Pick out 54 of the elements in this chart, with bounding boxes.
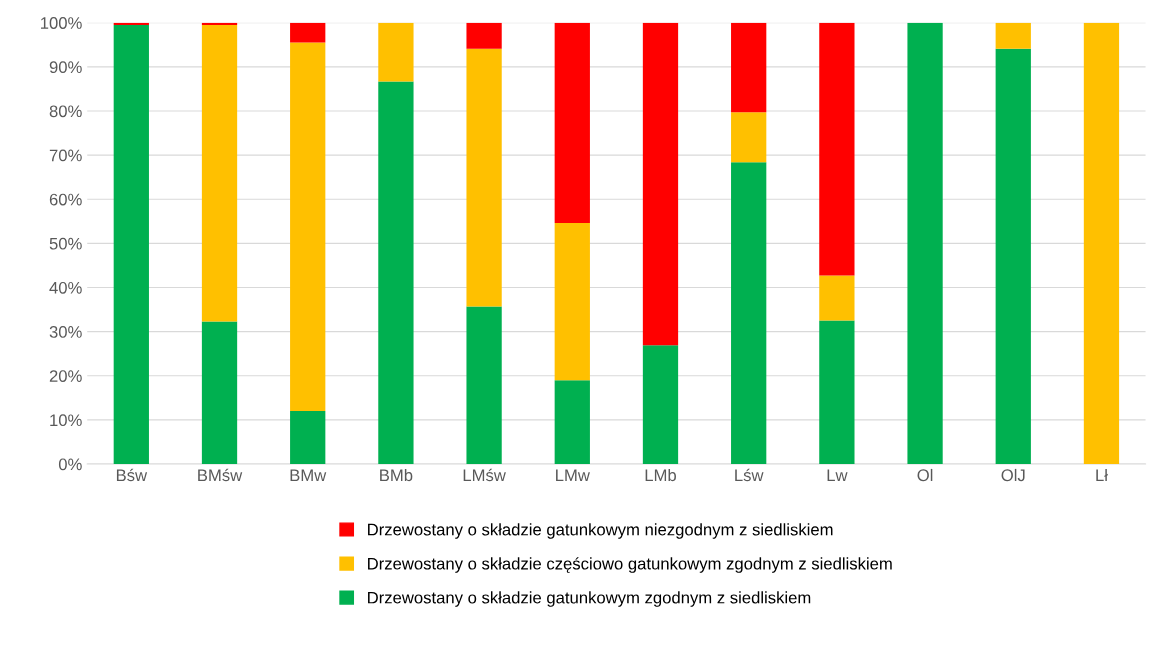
x-tick-label: BMw [290, 469, 327, 481]
y-tick-label: 20% [49, 370, 82, 382]
y-tick-label: 10% [50, 414, 82, 427]
bar [201, 22, 238, 25]
y-tick-label: 70% [49, 149, 82, 162]
x-tick-label: LMśw [463, 468, 506, 482]
bar [995, 22, 1031, 49]
bar [290, 42, 326, 412]
bar [113, 24, 149, 465]
y-tick-label: 80% [49, 105, 82, 118]
bar [554, 380, 590, 465]
bar [290, 411, 326, 465]
x-tick-label: Lł [1096, 468, 1108, 481]
x-tick-label: OlJ [1001, 468, 1025, 482]
bar [819, 320, 855, 465]
legend-label: Drzewostany o składzie gatunkowym niezgodnym z siedliskiem [368, 523, 833, 539]
x-tick-label: BMśw [198, 468, 243, 482]
x-tick-label: LMb [645, 468, 676, 482]
bar [378, 81, 414, 465]
y-tick-label: 100% [41, 17, 82, 29]
bar [466, 48, 502, 307]
y-tick-label: 40% [49, 281, 82, 294]
x-tick-label: LMw [556, 469, 590, 481]
y-tick-label: 0% [58, 458, 82, 471]
bar [819, 22, 855, 276]
y-tick-label: 90% [49, 61, 82, 74]
bar [1083, 22, 1120, 465]
bar [907, 22, 943, 465]
bar [554, 223, 590, 381]
bar [201, 24, 238, 322]
x-tick-label: Bśw [116, 468, 148, 482]
bar [731, 162, 767, 465]
bar [378, 22, 414, 82]
bar [642, 22, 679, 346]
x-tick-label: Ol [917, 468, 933, 482]
bar [819, 275, 855, 321]
bar [731, 112, 767, 163]
y-tick-label: 60% [49, 193, 82, 206]
x-tick-label: BMb [380, 468, 413, 482]
bar [642, 345, 679, 465]
bar [995, 48, 1031, 465]
x-tick-label: Lśw [735, 468, 764, 482]
bar [466, 22, 502, 49]
y-tick-label: 30% [49, 326, 82, 338]
bar [201, 321, 238, 465]
bar [554, 22, 590, 224]
legend-label: Drzewostany o składzie gatunkowym zgodnym z siedliskiem [368, 591, 811, 607]
y-tick-label: 50% [49, 237, 82, 250]
legend-label: Drzewostany o składzie częściowo gatunkowym zgodnym z siedliskiem [368, 557, 892, 573]
bar [290, 22, 326, 43]
bar [466, 306, 502, 465]
x-tick-label: Lw [827, 469, 848, 481]
bar [731, 22, 767, 113]
bar [113, 22, 149, 25]
